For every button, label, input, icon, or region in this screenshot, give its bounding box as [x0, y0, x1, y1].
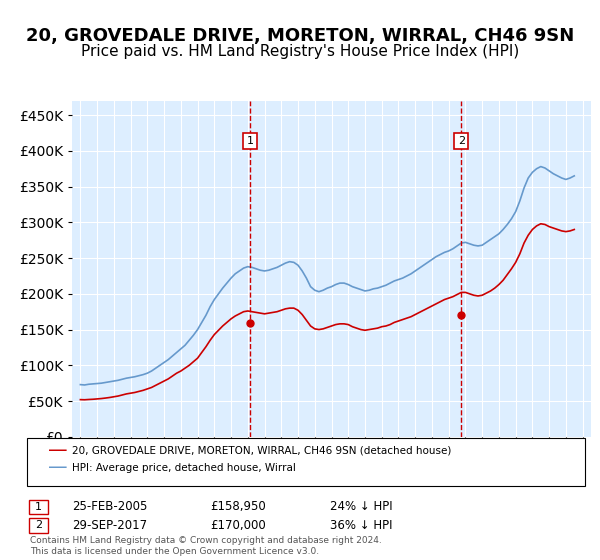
Text: 29-SEP-2017: 29-SEP-2017	[72, 519, 147, 532]
Text: 36% ↓ HPI: 36% ↓ HPI	[330, 519, 392, 532]
Text: Contains HM Land Registry data © Crown copyright and database right 2024.
This d: Contains HM Land Registry data © Crown c…	[30, 536, 382, 556]
Text: £158,950: £158,950	[210, 500, 266, 514]
Text: 1: 1	[35, 502, 42, 512]
Text: £170,000: £170,000	[210, 519, 266, 532]
Text: 2: 2	[458, 136, 465, 146]
Text: —: —	[48, 441, 68, 460]
Text: —: —	[48, 458, 68, 477]
Text: 1: 1	[247, 136, 254, 146]
Text: 25-FEB-2005: 25-FEB-2005	[72, 500, 148, 514]
Text: 24% ↓ HPI: 24% ↓ HPI	[330, 500, 392, 514]
Text: HPI: Average price, detached house, Wirral: HPI: Average price, detached house, Wirr…	[72, 463, 296, 473]
Text: Price paid vs. HM Land Registry's House Price Index (HPI): Price paid vs. HM Land Registry's House …	[81, 44, 519, 59]
Text: 20, GROVEDALE DRIVE, MORETON, WIRRAL, CH46 9SN: 20, GROVEDALE DRIVE, MORETON, WIRRAL, CH…	[26, 27, 574, 45]
Text: 2: 2	[35, 520, 42, 530]
Text: 20, GROVEDALE DRIVE, MORETON, WIRRAL, CH46 9SN (detached house): 20, GROVEDALE DRIVE, MORETON, WIRRAL, CH…	[72, 446, 451, 456]
